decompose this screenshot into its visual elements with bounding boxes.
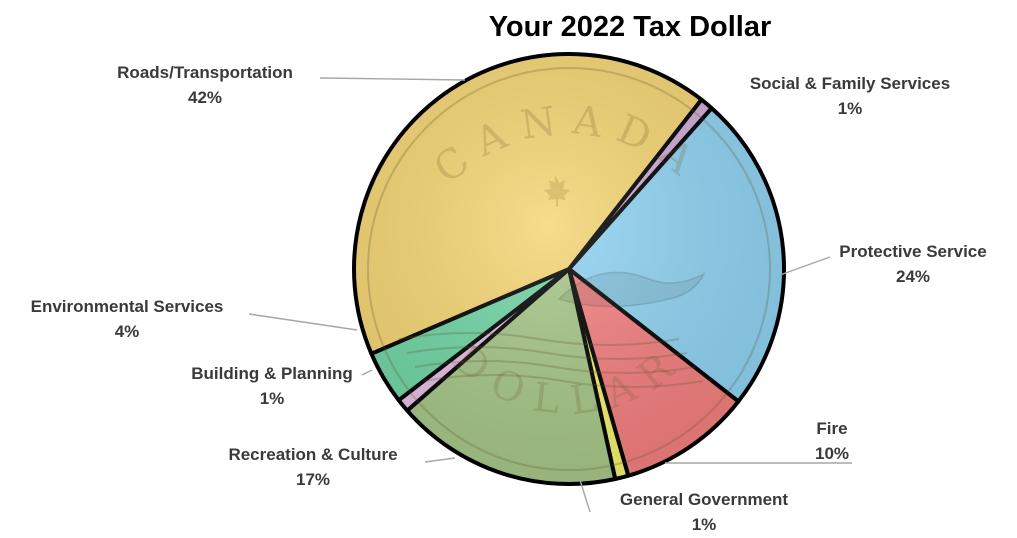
coin-water-line	[406, 346, 688, 360]
leader-line	[779, 256, 831, 276]
slice-label-percent: 24%	[896, 267, 930, 286]
slice-label-percent: 4%	[115, 322, 140, 341]
slice-label-name: Building & Planning	[191, 364, 352, 383]
slice-label-name: Fire	[816, 419, 847, 438]
slice-label-name: Roads/Transportation	[117, 63, 293, 82]
slice-label-name: Social & Family Services	[750, 74, 950, 93]
leader-line	[248, 313, 358, 331]
coin-inner-rim	[367, 67, 771, 471]
coin-water-line	[414, 360, 696, 374]
slice-label-name: Protective Service	[839, 242, 986, 261]
leader-line	[319, 77, 466, 81]
slice-label-name: General Government	[620, 490, 789, 509]
slice-labels: Social & Family Services 1% Protective Ser…	[31, 63, 987, 534]
slice-label-name: Recreation & Culture	[228, 445, 397, 464]
maple-leaf-icon	[544, 175, 570, 207]
coin-water-line	[398, 332, 680, 346]
leader-line	[579, 479, 591, 513]
coin-shading	[356, 56, 782, 482]
chart-title: Your 2022 Tax Dollar	[489, 11, 772, 43]
leader-lines	[248, 77, 852, 513]
slice-label-name: Environmental Services	[31, 297, 224, 316]
coin-water-line	[422, 374, 704, 388]
slice-label-percent: 10%	[815, 444, 849, 463]
slice-label-percent: 42%	[188, 88, 222, 107]
slice-label-percent: 17%	[296, 470, 330, 489]
slice-label-percent: 1%	[838, 99, 863, 118]
leader-line	[361, 369, 373, 376]
slice-label-percent: 1%	[260, 389, 285, 408]
loon-icon	[557, 271, 706, 308]
leader-line	[424, 457, 456, 463]
slice-label-percent: 1%	[692, 515, 717, 534]
